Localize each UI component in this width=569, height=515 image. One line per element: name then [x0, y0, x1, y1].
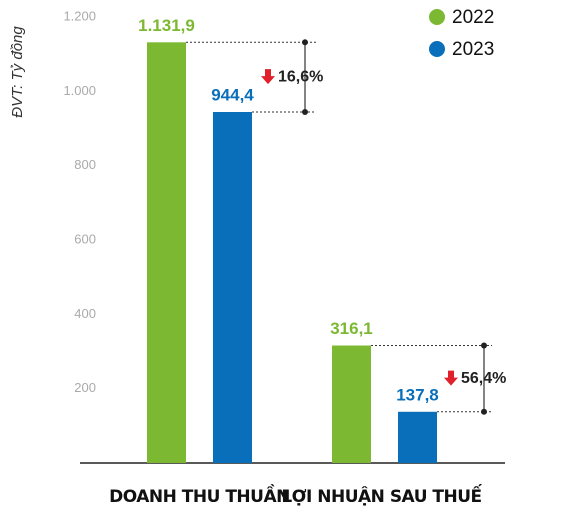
y-tick-label: 800 [74, 157, 96, 172]
down-arrow [444, 370, 458, 386]
bar [213, 111, 252, 464]
legend-label: 2022 [452, 7, 494, 28]
bracket-dot [481, 408, 487, 415]
y-tick-label: 1.000 [63, 83, 96, 98]
bracket-dot [302, 108, 308, 115]
y-tick-label: 200 [74, 380, 96, 395]
x-tick-label: LỢI NHUẬN SAU THUẾ [281, 483, 482, 507]
value-label: 944,4 [211, 85, 254, 104]
value-label: 316,1 [330, 319, 373, 338]
y-tick-label: 600 [74, 231, 96, 246]
y-axis-label: ĐVT: Tỷ đồng [9, 26, 26, 118]
bar [147, 42, 186, 464]
bar [398, 411, 437, 463]
bracket-dot [302, 39, 308, 46]
down-arrow [261, 69, 275, 85]
bar [332, 345, 371, 463]
y-tick-label: 1.200 [63, 8, 96, 23]
annotation: 16,6% [278, 68, 323, 85]
value-label: 137,8 [396, 385, 439, 404]
bracket-dot [481, 342, 487, 349]
x-tick-label: DOANH THU THUẦN [109, 483, 290, 507]
annotation: 56,4% [461, 370, 506, 387]
legend-label: 2023 [452, 39, 494, 60]
legend-swatch [429, 9, 445, 25]
y-tick-label: 400 [74, 306, 96, 321]
legend-swatch [429, 41, 445, 57]
value-label: 1.131,9 [138, 16, 195, 35]
